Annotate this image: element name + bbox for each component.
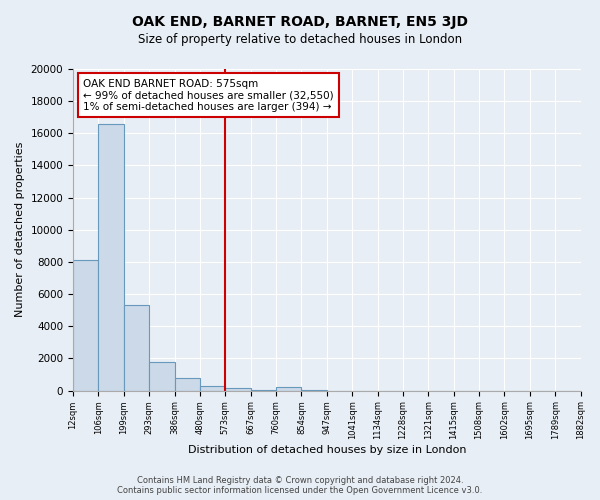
Text: Contains HM Land Registry data © Crown copyright and database right 2024.
Contai: Contains HM Land Registry data © Crown c… (118, 476, 482, 495)
Bar (98, 124, 124, 390)
Y-axis label: Number of detached properties: Number of detached properties (15, 142, 25, 318)
Text: OAK END BARNET ROAD: 575sqm
← 99% of detached houses are smaller (32,550)
1% of : OAK END BARNET ROAD: 575sqm ← 99% of det… (83, 78, 334, 112)
Bar (124, 306, 149, 390)
Text: OAK END, BARNET ROAD, BARNET, EN5 3JD: OAK END, BARNET ROAD, BARNET, EN5 3JD (132, 15, 468, 29)
Bar (73, 260, 98, 390)
Text: Size of property relative to detached houses in London: Size of property relative to detached ho… (138, 32, 462, 46)
Bar (175, 378, 200, 390)
X-axis label: Distribution of detached houses by size in London: Distribution of detached houses by size … (188, 445, 466, 455)
Bar (149, 362, 175, 390)
Bar (276, 388, 301, 390)
Bar (200, 386, 225, 390)
Bar (225, 388, 251, 390)
